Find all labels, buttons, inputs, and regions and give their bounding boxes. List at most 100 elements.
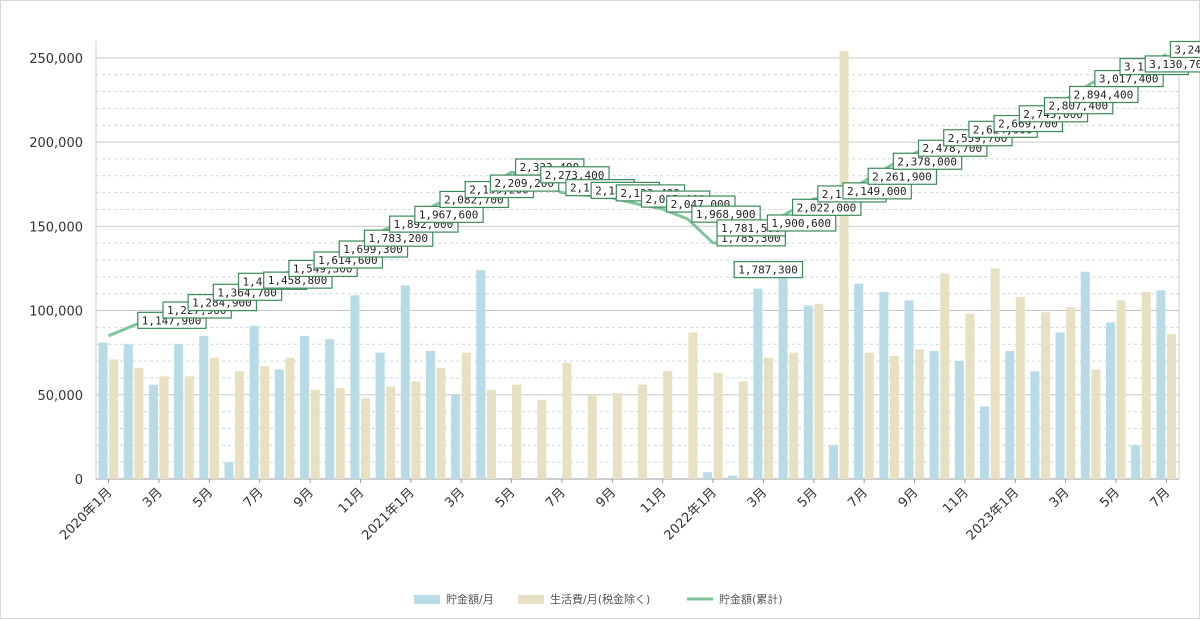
bar-living xyxy=(109,359,119,479)
bar-living xyxy=(360,398,371,479)
bar-saving xyxy=(954,361,964,479)
x-tick-label: 2021年1月 xyxy=(359,485,417,543)
bar-living xyxy=(1141,292,1151,479)
bar-living xyxy=(512,384,522,479)
bar-living xyxy=(789,352,799,479)
bar-saving xyxy=(803,305,813,479)
cumulative-label-text: 1,967,600 xyxy=(419,208,479,221)
cumulative-label-text: 1,783,200 xyxy=(368,232,428,245)
bar-saving xyxy=(1030,371,1040,479)
bar-living xyxy=(814,303,824,479)
cumulative-label-text: 1,968,900 xyxy=(696,208,756,221)
bar-living xyxy=(587,394,597,479)
bar-living xyxy=(335,388,345,479)
bar-living xyxy=(612,393,622,479)
x-tick-label: 3月 xyxy=(140,485,166,511)
bar-saving xyxy=(904,300,914,479)
cumulative-labels-layer: 1,147,9001,227,9001,284,9001,364,7001,44… xyxy=(137,40,1200,329)
cumulative-label-text: 1,787,300 xyxy=(738,264,798,277)
legend-label-living[interactable]: 生活費/月(税金除く) xyxy=(550,592,650,606)
bar-saving xyxy=(854,283,864,479)
cumulative-label-text: 2,149,000 xyxy=(847,185,907,198)
x-tick-label: 2022年1月 xyxy=(662,485,720,543)
x-tick-label: 7月 xyxy=(241,485,267,511)
cumulative-label-text: 1,900,600 xyxy=(771,217,831,230)
bar-living xyxy=(638,384,648,479)
cumulative-label-text: 2,261,900 xyxy=(872,170,932,183)
x-tick-label: 11月 xyxy=(336,485,367,516)
y-tick-label: 50,000 xyxy=(38,389,84,404)
bar-saving xyxy=(300,335,310,479)
bar-living xyxy=(713,372,723,479)
bar-saving xyxy=(123,344,133,479)
x-tick-label: 3月 xyxy=(1047,485,1073,511)
y-axis: 0 50,000 100,000 150,000 200,000 250,000 xyxy=(29,52,83,488)
bar-living xyxy=(310,389,320,479)
x-tick-label: 5月 xyxy=(493,485,519,511)
x-tick-label: 2023年1月 xyxy=(964,485,1022,543)
bar-saving xyxy=(778,275,788,479)
bar-saving xyxy=(1156,290,1166,479)
bar-saving xyxy=(476,270,486,479)
bar-saving xyxy=(274,369,284,479)
bar-saving xyxy=(199,335,209,479)
cumulative-label-text: 1,781,500 xyxy=(721,222,781,235)
bar-living xyxy=(537,399,547,479)
bar-saving xyxy=(375,352,385,479)
bar-living xyxy=(1166,334,1176,479)
bar-living xyxy=(436,367,446,479)
bar-saving xyxy=(400,285,410,479)
bar-living xyxy=(1040,312,1051,479)
bar-saving xyxy=(753,288,763,479)
bar-living xyxy=(889,356,899,479)
cumulative-label-text: 3,130,700 xyxy=(1149,58,1200,71)
x-tick-label: 7月 xyxy=(1148,485,1174,511)
x-tick-label: 3月 xyxy=(442,485,468,511)
bar-living xyxy=(134,367,144,479)
x-tick-label: 3月 xyxy=(745,485,771,511)
cumulative-label-text: 3,017,400 xyxy=(1099,73,1159,86)
bar-living xyxy=(839,51,849,479)
bar-living xyxy=(159,376,169,479)
cumulative-label-text: 2,273,400 xyxy=(545,169,605,182)
cumulative-label-text: 2,378,000 xyxy=(897,155,957,168)
bar-saving xyxy=(249,325,259,479)
bar-saving xyxy=(1005,350,1015,479)
legend-swatch-living xyxy=(518,595,544,604)
cumulative-label-text: 2,894,400 xyxy=(1074,88,1134,101)
bar-living xyxy=(260,366,270,479)
cumulative-label-text: 2,022,000 xyxy=(797,201,857,214)
x-tick-label: 5月 xyxy=(1097,485,1123,511)
bar-saving xyxy=(174,344,184,479)
bar-living xyxy=(864,352,874,479)
x-tick-label: 7月 xyxy=(543,485,569,511)
bar-saving xyxy=(350,295,360,479)
bar-saving xyxy=(929,350,939,479)
legend-label-saving[interactable]: 貯金額/月 xyxy=(446,592,494,606)
cumulative-label-text: 2,209,200 xyxy=(494,177,554,190)
cumulative-label-text: 1,458,800 xyxy=(268,274,328,287)
legend-label-cumulative[interactable]: 貯金額(累計) xyxy=(719,592,783,606)
bar-living xyxy=(965,313,975,479)
bar-living xyxy=(1091,369,1101,479)
bar-saving xyxy=(1131,445,1141,479)
bar-living xyxy=(1066,307,1076,479)
bar-living xyxy=(461,352,471,479)
bar-saving xyxy=(980,406,990,479)
bar-living xyxy=(763,357,774,479)
x-tick-label: 7月 xyxy=(845,485,871,511)
legend[interactable]: 貯金額/月 生活費/月(税金除く) 貯金額(累計) xyxy=(414,592,783,606)
bar-living xyxy=(915,349,925,479)
y-tick-label: 200,000 xyxy=(29,136,83,151)
y-tick-label: 250,000 xyxy=(29,52,83,67)
legend-swatch-saving xyxy=(414,595,440,604)
bar-saving xyxy=(828,445,838,479)
bar-saving xyxy=(728,475,738,479)
bar-living xyxy=(663,371,673,479)
bar-saving xyxy=(1105,322,1116,479)
bar-living xyxy=(940,273,950,479)
bars-layer xyxy=(98,51,1176,479)
